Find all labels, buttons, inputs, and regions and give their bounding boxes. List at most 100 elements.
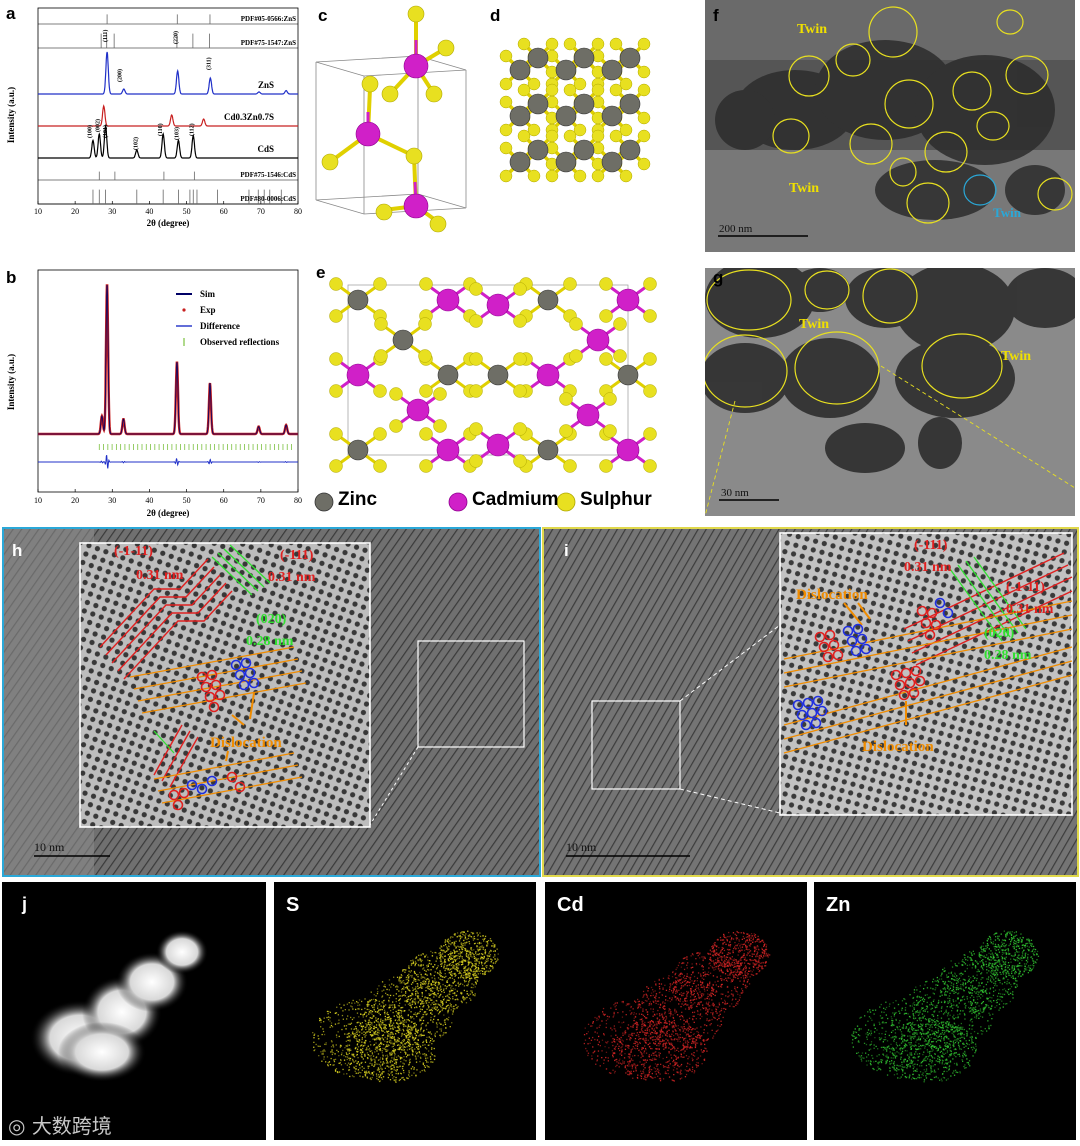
eds-pixel	[754, 936, 757, 938]
eds-pixel	[464, 959, 467, 961]
eds-pixel	[320, 1019, 322, 1022]
eds-pixel	[415, 1051, 417, 1053]
eds-pixel	[382, 1057, 384, 1059]
eds-pixel	[688, 1008, 691, 1010]
eds-pixel	[642, 1026, 644, 1028]
rietveld-xtick-label: 60	[220, 496, 228, 505]
eds-pixel	[605, 1068, 608, 1070]
eds-pixel	[694, 1042, 696, 1044]
eds-pixel	[718, 1017, 720, 1020]
eds-pixel	[407, 989, 410, 991]
eds-pixel	[356, 1051, 359, 1053]
eds-pixel	[703, 988, 706, 990]
eds-pixel	[412, 962, 414, 965]
eds-pixel	[713, 1003, 715, 1006]
eds-pixel	[746, 939, 748, 941]
eds-pixel	[674, 1010, 676, 1012]
eds-pixel	[583, 1042, 585, 1045]
eds-pixel	[393, 1025, 395, 1027]
eds-pixel	[623, 1057, 626, 1059]
panel-letter-f: f	[713, 6, 719, 25]
eds-pixel	[365, 1071, 367, 1073]
eds-pixel	[412, 1066, 414, 1068]
eds-pixel	[401, 1016, 404, 1018]
eds-pixel	[451, 1013, 454, 1015]
eds-pixel	[712, 944, 714, 947]
eds-pixel	[476, 979, 478, 981]
eds-pixel	[405, 1042, 407, 1044]
eds-pixel	[352, 1008, 354, 1010]
eds-pixel	[408, 1026, 410, 1028]
eds-pixel	[371, 1035, 373, 1037]
eds-pixel	[398, 998, 401, 1001]
eds-pixel	[494, 950, 496, 952]
eds-pixel	[642, 1008, 644, 1010]
eds-pixel	[765, 952, 767, 954]
eds-pixel	[421, 1008, 423, 1011]
eds-pixel	[384, 1031, 386, 1034]
eds-pixel	[366, 1008, 368, 1011]
eds-pixel	[423, 1069, 425, 1071]
eds-pixel	[745, 977, 747, 979]
eds-pixel	[420, 1027, 422, 1029]
eds-pixel	[444, 969, 446, 972]
eds-pixel	[410, 1021, 413, 1023]
eds-pixel	[471, 977, 473, 980]
eds-pixel	[331, 1051, 333, 1053]
eds-pixel	[395, 1041, 397, 1043]
eds-pixel	[430, 1004, 432, 1006]
eds-pixel	[484, 962, 486, 964]
eds-pixel	[406, 1042, 408, 1044]
eds-pixel	[432, 980, 434, 982]
eds-pixel	[461, 973, 463, 975]
eds-pixel	[422, 980, 424, 983]
eds-pixel	[687, 1043, 689, 1045]
eds-pixel	[440, 972, 442, 974]
eds-pixel	[697, 1003, 699, 1005]
eds-pixel	[387, 1056, 389, 1058]
eds-pixel	[734, 987, 736, 990]
eds-pixel	[382, 1006, 384, 1008]
eds-pixel	[428, 962, 430, 965]
eds-pixel	[687, 981, 689, 983]
eds-pixel	[413, 1072, 415, 1074]
eds-pixel	[646, 986, 648, 988]
eds-pixel	[694, 1040, 697, 1043]
eds-pixel	[470, 936, 473, 938]
eds-pixel	[456, 1007, 458, 1009]
eds-pixel	[699, 980, 702, 982]
eds-pixel	[726, 936, 728, 938]
eds-pixel	[706, 1013, 709, 1016]
eds-pixel	[438, 982, 440, 984]
eds-pixel	[375, 1056, 378, 1058]
i-dislocation2: Dislocation	[862, 739, 934, 755]
eds-pixel	[651, 1028, 653, 1030]
eds-pixel	[683, 962, 685, 964]
cds-peak-label: (101)	[102, 125, 109, 138]
eds-pixel	[426, 1065, 428, 1067]
eds-pixel	[426, 1028, 428, 1031]
eds-pixel	[390, 1020, 392, 1022]
eds-pixel	[365, 1034, 367, 1036]
eds-pixel	[748, 951, 751, 953]
eds-pixel	[356, 1029, 358, 1031]
eds-pixel	[472, 932, 475, 934]
eds-pixel	[428, 1001, 430, 1004]
eds-pixel	[668, 1012, 670, 1014]
eds-pixel	[707, 952, 709, 954]
eds-pixel	[475, 974, 477, 976]
eds-pixel	[377, 1063, 379, 1065]
eds-pixel	[465, 950, 468, 952]
eds-pixel	[375, 1063, 377, 1065]
eds-pixel	[421, 987, 423, 989]
eds-pixel	[443, 1014, 445, 1016]
eds-pixel	[748, 939, 751, 941]
xrd-xtick-label: 60	[220, 207, 228, 216]
eds-pixel	[385, 1050, 387, 1052]
eds-pixel	[458, 940, 461, 942]
eds-pixel	[464, 970, 466, 972]
eds-pixel	[610, 1007, 612, 1009]
eds-pixel	[440, 988, 442, 991]
eds-pixel	[359, 1022, 362, 1024]
eds-pixel	[701, 993, 703, 995]
